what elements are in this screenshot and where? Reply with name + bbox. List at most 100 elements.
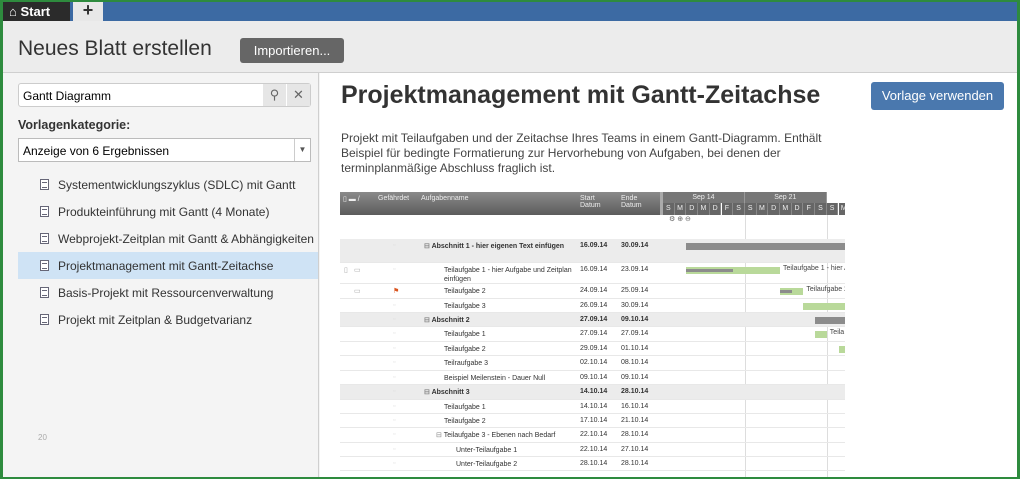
summary-bar[interactable] (686, 243, 845, 250)
start-date-header: Start Datum (577, 192, 618, 215)
task-row[interactable]: ▫ Unter-Teilaufgabe 2 28.10.14 28.10.14 (340, 457, 845, 471)
end-date: 30.09.14 (621, 242, 649, 249)
day-label: S (744, 203, 757, 215)
search-icon[interactable]: ⚲ (263, 84, 286, 106)
at-risk-checkbox[interactable]: ▫ (393, 359, 396, 366)
clear-icon[interactable]: ✕ (287, 84, 310, 106)
import-button[interactable]: Importieren... (240, 38, 344, 63)
tab-start[interactable]: ⌂ Start (3, 2, 70, 21)
template-item[interactable]: Systementwicklungszyklus (SDLC) mit Gant… (18, 171, 318, 198)
at-risk-checkbox[interactable]: ▫ (393, 345, 396, 352)
bar-label: Teilaufgabe 1 - hier Au (783, 265, 845, 272)
comment-icon[interactable]: ▭ (354, 288, 361, 295)
task-row[interactable]: ▯ ▭ ▫ Teilaufgabe 1 - hier Aufgabe und Zeit… (340, 263, 845, 284)
task-row[interactable]: ▫ Teilraufgabe 3 02.10.14 08.10.14 (340, 356, 845, 371)
collapse-icon[interactable]: ⊟ (436, 432, 444, 439)
attachment-icon[interactable]: ▯ (344, 267, 348, 274)
task-name-text: Unter-Teilaufgabe 1 (456, 447, 518, 454)
at-risk-checkbox[interactable]: ▫ (393, 374, 396, 381)
day-label: S (826, 203, 839, 215)
at-risk-checkbox[interactable]: ▫ (393, 446, 396, 453)
at-risk-checkbox[interactable]: ▫ (393, 266, 396, 273)
task-bar[interactable] (686, 267, 780, 274)
start-date: 26.09.14 (580, 302, 608, 309)
day-label: D (709, 203, 722, 215)
start-date: 02.10.14 (580, 359, 608, 366)
summary-bar[interactable] (815, 317, 845, 324)
chevron-down-icon[interactable]: ▼ (294, 139, 310, 161)
template-item[interactable]: Webprojekt-Zeitplan mit Gantt & Abhängig… (18, 225, 318, 252)
icon-columns-header: ▯ ▬ / (340, 192, 375, 215)
at-risk-checkbox[interactable]: ▫ (393, 403, 396, 410)
end-date-header: Ende Datum (618, 192, 660, 215)
timeline: Sep 14 Sep 21 S M D M D F S S M D M D F S S M ⚙ ⊕ ⊖ (663, 192, 845, 477)
section-row[interactable]: ▫ ⊟ Abschnitt 2 27.09.14 09.10.14 (340, 313, 845, 327)
task-row[interactable]: ▫ Teilaufgabe 3 26.09.14 30.09.14 (340, 299, 845, 313)
section-row[interactable]: ▫ ⊟ Abschnitt 3 14.10.14 28.10.14 (340, 385, 845, 400)
at-risk-checkbox[interactable]: ▫ (393, 330, 396, 337)
task-row[interactable]: ▫ Unter-Teilaufgabe 1 22.10.14 27.10.14 (340, 443, 845, 457)
at-risk-checkbox[interactable]: ▫ (393, 242, 396, 249)
sheet-icon (40, 206, 49, 217)
task-row[interactable]: ▫ Teilaufgabe 1 14.10.14 16.10.14 (340, 400, 845, 414)
week-gridline (744, 215, 746, 477)
task-name: Teilaufgabe 2 (444, 287, 582, 296)
task-row[interactable]: ▫ Beispiel Meilenstein - Dauer Null 09.10.… (340, 371, 845, 385)
task-name-text: Teilaufgabe 3 (444, 303, 486, 310)
at-risk-checkbox[interactable]: ▫ (393, 417, 396, 424)
divider (660, 192, 663, 215)
task-name: ⊟ Abschnitt 2 (424, 316, 574, 325)
progress-bar (686, 269, 734, 272)
task-bar[interactable] (803, 303, 845, 310)
sheet-icon (40, 179, 49, 190)
template-item[interactable]: Projektmanagement mit Gantt-Zeitachse (18, 252, 318, 279)
task-row[interactable]: ▫ Teilaufgabe 1 27.09.14 27.09.14 (340, 327, 845, 342)
task-name-text: Abschnitt 3 (431, 389, 470, 396)
template-sidebar: Gantt Diagramm ⚲ ✕ Vorlagenkategorie: An… (3, 73, 319, 477)
task-bar[interactable] (780, 288, 804, 295)
task-name: Unter-Teilaufgabe 2 (456, 460, 582, 469)
template-description: Projekt mit Teilaufgaben und der Zeitach… (341, 131, 822, 175)
week-label: Sep 21 (744, 192, 827, 203)
day-label: M (674, 203, 687, 215)
task-row[interactable]: ▫ Teilaufgabe 2 17.10.14 21.10.14 (340, 414, 845, 428)
task-row[interactable]: ▫ ⊟ Teilaufgabe 3 - Ebenen nach Bedarf 22.… (340, 428, 845, 443)
zoom-tools[interactable]: ⚙ ⊕ ⊖ (669, 216, 691, 223)
comment-icon[interactable]: ▭ (354, 267, 361, 274)
flag-icon[interactable]: ⚑ (393, 288, 400, 295)
end-date: 08.10.14 (621, 359, 649, 366)
sheet-icon (40, 260, 49, 271)
template-item[interactable]: Projekt mit Zeitplan & Budgetvarianz (18, 306, 318, 333)
add-tab-button[interactable]: + (73, 2, 103, 21)
template-item-label: Webprojekt-Zeitplan mit Gantt & Abhängig… (58, 232, 314, 246)
collapse-icon[interactable]: ⊟ (424, 243, 432, 250)
start-date: 29.09.14 (580, 345, 608, 352)
task-name-text: Unter-Teilaufgabe 2 (456, 461, 518, 468)
template-item-label: Projektmanagement mit Gantt-Zeitachse (58, 259, 274, 273)
task-name-text: Teilaufgabe 1 (444, 404, 486, 411)
collapse-icon[interactable]: ⊟ (424, 389, 432, 396)
at-risk-checkbox[interactable]: ▫ (393, 431, 396, 438)
search-input[interactable]: Gantt Diagramm ⚲ ✕ (18, 83, 311, 107)
use-template-button[interactable]: Vorlage verwenden (871, 82, 1004, 110)
end-date: 30.09.14 (621, 302, 649, 309)
end-date: 16.10.14 (621, 403, 649, 410)
at-risk-checkbox[interactable]: ▫ (393, 388, 396, 395)
task-bar[interactable] (815, 331, 827, 338)
at-risk-checkbox[interactable]: ▫ (393, 460, 396, 467)
task-name-text: Abschnitt 2 (431, 317, 470, 324)
collapse-icon[interactable]: ⊟ (424, 317, 432, 324)
task-row[interactable]: ▭ ⚑ Teilaufgabe 2 24.09.14 25.09.14 (340, 284, 845, 299)
task-name: Teilraufgabe 3 (444, 359, 582, 368)
category-select[interactable]: Anzeige von 6 Ergebnissen ▼ (18, 138, 311, 162)
end-date: 28.10.14 (621, 388, 649, 395)
template-item[interactable]: Basis-Projekt mit Ressourcenverwaltung (18, 279, 318, 306)
task-row[interactable]: ▫ Teilaufgabe 2 29.09.14 01.10.14 (340, 342, 845, 356)
template-item[interactable]: Produkteinführung mit Gantt (4 Monate) (18, 198, 318, 225)
at-risk-checkbox[interactable]: ▫ (393, 316, 396, 323)
task-bar[interactable] (838, 346, 845, 353)
template-item-label: Projekt mit Zeitplan & Budgetvarianz (58, 313, 253, 327)
at-risk-checkbox[interactable]: ▫ (393, 302, 396, 309)
start-date: 28.10.14 (580, 460, 608, 467)
home-icon: ⌂ (9, 4, 21, 19)
